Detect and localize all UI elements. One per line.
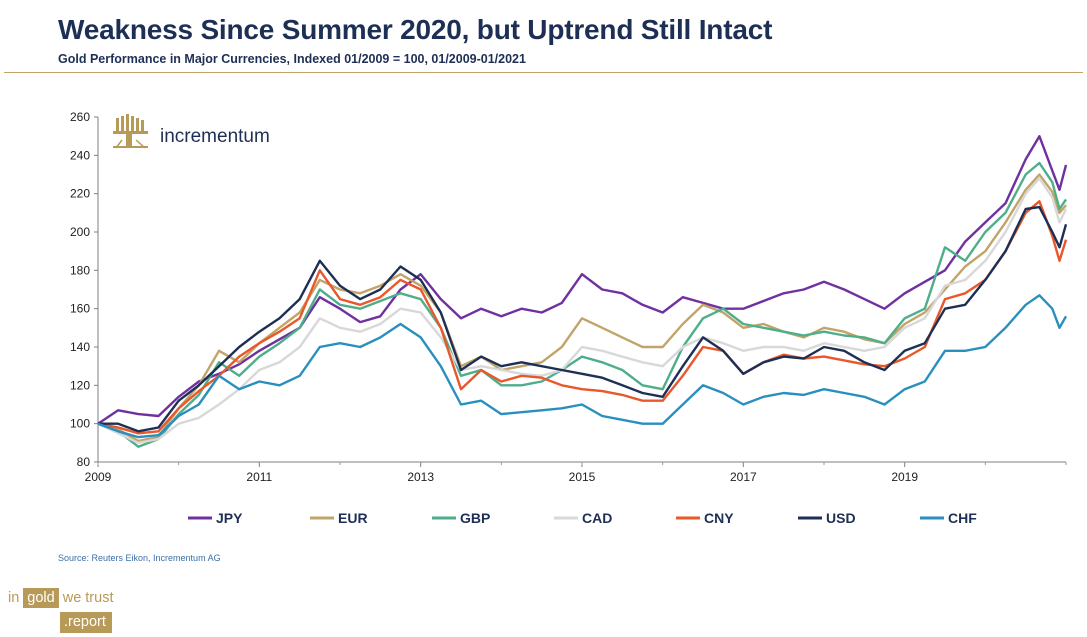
y-tick-label: 260 (70, 110, 90, 124)
brand-in: in (8, 590, 20, 606)
brand-we-trust: we trust (62, 590, 114, 606)
source-note: Source: Reuters Eikon, Incrementum AG (58, 553, 221, 563)
legend-label-eur: EUR (338, 510, 368, 526)
series-line-gbp (97, 161, 1067, 448)
brand-logo: in gold we trust (6, 588, 115, 608)
series-line-jpy (97, 135, 1068, 425)
legend-label-usd: USD (826, 510, 856, 526)
x-tick-label: 2017 (730, 470, 757, 484)
series-line-chf (97, 294, 1068, 439)
series-line-usd (98, 205, 1068, 433)
y-tick-label: 240 (70, 148, 90, 162)
y-tick-label: 140 (70, 340, 90, 354)
legend-label-gbp: GBP (460, 510, 490, 526)
tree-logo-icon (113, 114, 148, 149)
brand-report: .report (60, 612, 112, 633)
legend-label-jpy: JPY (216, 510, 243, 526)
brand-gold: gold (23, 588, 59, 608)
page-subtitle: Gold Performance in Major Currencies, In… (58, 52, 526, 66)
logo: incrementum (113, 114, 270, 149)
y-tick-label: 160 (70, 302, 90, 316)
header-divider (4, 72, 1083, 73)
y-tick-label: 200 (70, 225, 90, 239)
y-tick-label: 100 (70, 417, 90, 431)
x-tick-label: 2013 (407, 470, 434, 484)
logo-text: incrementum (160, 126, 270, 147)
y-tick-label: 180 (70, 263, 90, 277)
series-line-cny (97, 200, 1068, 435)
x-tick-label: 2019 (891, 470, 918, 484)
x-tick-label: 2009 (85, 470, 112, 484)
y-tick-label: 120 (70, 378, 90, 392)
series-line-cad (97, 177, 1068, 444)
x-tick-label: 2011 (246, 470, 272, 484)
legend-label-cny: CNY (704, 510, 734, 526)
series-line-eur (97, 173, 1067, 443)
legend-label-cad: CAD (582, 510, 612, 526)
legend-label-chf: CHF (948, 510, 977, 526)
x-tick-label: 2015 (569, 470, 596, 484)
y-tick-label: 80 (77, 455, 91, 469)
page-title: Weakness Since Summer 2020, but Uptrend … (58, 14, 773, 45)
y-tick-label: 220 (70, 187, 90, 201)
